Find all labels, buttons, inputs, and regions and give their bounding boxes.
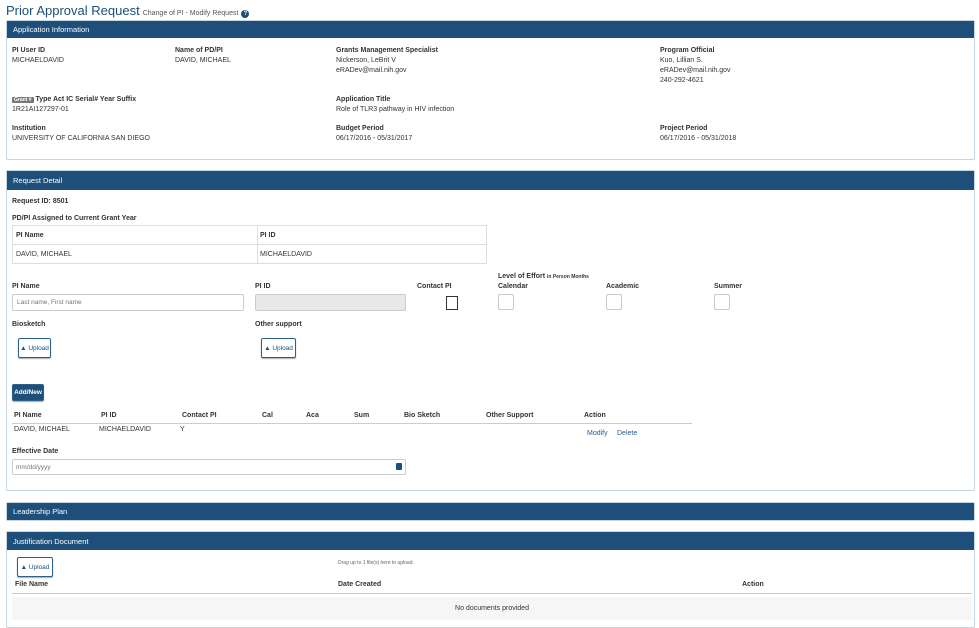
assigned-table: PI Name PI ID DAVID, MICHAEL MICHAELDAVI… xyxy=(12,225,487,264)
header-pi-id: PI ID xyxy=(260,232,276,239)
col-action: Action xyxy=(584,412,606,419)
name-pdpi-value: DAVID, MICHAEL xyxy=(175,57,231,64)
col-pi-name: PI Name xyxy=(14,412,42,419)
pi-name-label: PI Name xyxy=(12,283,40,290)
col-pi-id: PI ID xyxy=(101,412,117,419)
upload-label: Upload xyxy=(272,344,293,352)
title-text: Prior Approval Request xyxy=(6,3,140,18)
gms-label: Grants Management Specialist xyxy=(336,47,438,54)
biosketch-label: Biosketch xyxy=(12,321,46,328)
assigned-label: PD/PI Assigned to Current Grant Year xyxy=(12,215,137,222)
upload-label: Upload xyxy=(28,563,50,571)
question-circle-icon[interactable]: ? xyxy=(241,10,250,18)
col-aca: Aca xyxy=(306,412,319,419)
pi-user-id-label: PI User ID xyxy=(12,47,46,54)
calendar-input[interactable] xyxy=(498,294,514,310)
loe-text: Level of Effort xyxy=(498,273,546,280)
panel-heading[interactable]: Leadership Plan xyxy=(7,503,974,520)
panel-heading: Application Information xyxy=(7,21,974,38)
po-phone: 240-292-4621 xyxy=(660,77,704,84)
po-label: Program Official xyxy=(660,47,715,54)
institution-value: UNIVERSITY OF CALIFORNIA SAN DIEGO xyxy=(12,135,150,142)
row-contact-pi: Y xyxy=(180,426,185,433)
grant-value: 1R21AI127297-01 xyxy=(12,106,69,113)
pi-name-input[interactable] xyxy=(12,294,244,311)
project-value: 06/17/2016 - 05/31/2018 xyxy=(660,135,737,142)
academic-input[interactable] xyxy=(606,294,622,310)
delete-link[interactable]: Delete xyxy=(617,430,638,437)
page-subtitle: Change of PI - Modify Request xyxy=(142,10,239,17)
col-bio-sketch: Bio Sketch xyxy=(404,412,441,419)
request-detail-panel: Request Detail xyxy=(6,170,975,491)
pi-user-id-value: MICHAELDAVID xyxy=(12,57,64,64)
po-name: Kuo, Lillian S. xyxy=(660,57,703,64)
request-id: Request ID: 8501 xyxy=(12,198,69,205)
po-email: eRADev@mail.nih.gov xyxy=(660,67,731,74)
calendar-icon[interactable] xyxy=(396,463,402,470)
panel-heading: Justification Document xyxy=(7,532,974,550)
loe-unit: in Person Months xyxy=(547,274,589,280)
budget-label: Budget Period xyxy=(336,125,384,132)
col-contact-pi: Contact PI xyxy=(182,412,217,419)
loe-label: Level of Effort in Person Months xyxy=(498,273,589,280)
project-label: Project Period xyxy=(660,125,708,132)
upload-icon: ▲ xyxy=(20,344,27,352)
gms-name: Nickerson, LeBrit V xyxy=(336,57,396,64)
summer-input[interactable] xyxy=(714,294,730,310)
panel-heading: Request Detail xyxy=(7,171,974,190)
effective-date-input[interactable] xyxy=(12,459,406,475)
gms-email: eRADev@mail.nih.gov xyxy=(336,67,407,74)
grant-badge: Grant # xyxy=(12,97,34,103)
summer-label: Summer xyxy=(714,283,743,290)
pi-id-input xyxy=(255,294,406,311)
empty-documents-message: No documents provided xyxy=(12,597,972,620)
justification-upload-button[interactable]: ▲ Upload xyxy=(17,557,53,577)
drag-hint[interactable]: Drag up to 1 file(s) here to upload. xyxy=(338,560,414,566)
add-new-button[interactable]: Add/New xyxy=(12,384,44,401)
header-pi-name: PI Name xyxy=(16,232,44,239)
page-title: Prior Approval Request Change of PI - Mod… xyxy=(6,3,250,18)
institution-label: Institution xyxy=(12,125,46,132)
col-file-name: File Name xyxy=(15,581,49,588)
contact-pi-checkbox[interactable] xyxy=(446,296,458,310)
col-other-support: Other Support xyxy=(486,412,534,419)
row-pi-id: MICHAELDAVID xyxy=(99,426,151,433)
other-support-label: Other support xyxy=(255,321,302,328)
calendar-label: Calendar xyxy=(498,283,528,290)
col-cal: Cal xyxy=(262,412,273,419)
upload-icon: ▲ xyxy=(264,344,271,352)
col-date-created: Date Created xyxy=(338,581,382,588)
cell-pi-id: MICHAELDAVID xyxy=(260,251,312,258)
cell-pi-name: DAVID, MICHAEL xyxy=(16,251,72,258)
pi-id-label: PI ID xyxy=(255,283,271,290)
name-pdpi-label: Name of PD/PI xyxy=(175,47,223,54)
biosketch-upload-button[interactable]: ▲ Upload xyxy=(18,338,51,358)
leadership-plan-panel[interactable]: Leadership Plan xyxy=(6,502,975,521)
upload-icon: ▲ xyxy=(20,563,27,571)
modify-link[interactable]: Modify xyxy=(587,430,608,437)
row-pi-name: DAVID, MICHAEL xyxy=(14,426,70,433)
upload-label: Upload xyxy=(28,344,49,352)
application-information-panel: Application Information xyxy=(6,20,975,160)
col-sum: Sum xyxy=(354,412,370,419)
other-support-upload-button[interactable]: ▲ Upload xyxy=(261,338,296,358)
effective-date-label: Effective Date xyxy=(12,448,59,455)
grant-label-text: Type Act IC Serial# Year Suffix xyxy=(35,96,137,103)
grant-label: Grant # Type Act IC Serial# Year Suffix xyxy=(12,96,136,103)
contact-pi-label: Contact PI xyxy=(417,283,452,290)
col-action: Action xyxy=(742,581,764,588)
app-title-value: Role of TLR3 pathway in HIV infection xyxy=(336,106,455,113)
budget-value: 06/17/2016 - 05/31/2017 xyxy=(336,135,413,142)
academic-label: Academic xyxy=(606,283,640,290)
app-title-label: Application Title xyxy=(336,96,391,103)
pi-table: PI Name PI ID Contact PI Cal Aca Sum Bio… xyxy=(12,412,692,440)
